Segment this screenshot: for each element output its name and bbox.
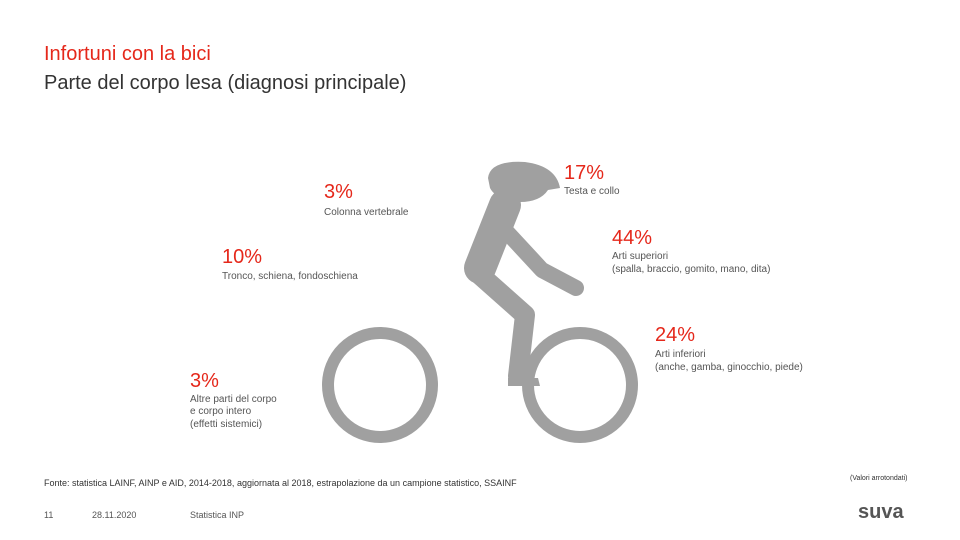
suva-logo: suva — [858, 501, 904, 522]
page-number: 11 — [44, 510, 54, 520]
item-label-upper-limbs-line1: Arti superiori — [612, 251, 669, 262]
item-label-trunk: Tronco, schiena, fondoschiena — [222, 271, 358, 282]
suva-logo-text: suva — [858, 501, 904, 522]
item-label-other-line3: (effetti sistemici) — [190, 419, 263, 430]
item-pct-other: 3% — [190, 370, 219, 392]
footer-date: 28.11.2020 — [92, 510, 137, 520]
rounding-note: (Valori arrotondati) — [850, 475, 908, 482]
item-label-spine: Colonna vertebrale — [324, 207, 409, 218]
page-title: Infortuni con la bici — [44, 43, 211, 65]
item-pct-lower-limbs: 24% — [655, 324, 696, 346]
cyclist-icon — [322, 161, 638, 443]
item-pct-spine: 3% — [324, 181, 353, 203]
item-pct-trunk: 10% — [222, 246, 263, 268]
item-label-lower-limbs-line1: Arti inferiori — [655, 349, 706, 360]
page-subtitle: Parte del corpo lesa (diagnosi principal… — [44, 72, 407, 94]
footer-org: Statistica INP — [190, 510, 245, 520]
item-pct-upper-limbs: 44% — [612, 227, 653, 249]
item-label-other-line2: e corpo intero — [190, 406, 252, 417]
item-label-head: Testa e collo — [564, 186, 620, 197]
item-label-lower-limbs-line2: (anche, gamba, ginocchio, piede) — [655, 362, 803, 373]
item-label-other-line1: Altre parti del corpo — [190, 394, 277, 405]
source-note: Fonte: statistica LAINF, AINP e AID, 201… — [44, 478, 517, 488]
item-pct-head: 17% — [564, 162, 605, 184]
item-label-upper-limbs-line2: (spalla, braccio, gomito, mano, dita) — [612, 264, 771, 275]
